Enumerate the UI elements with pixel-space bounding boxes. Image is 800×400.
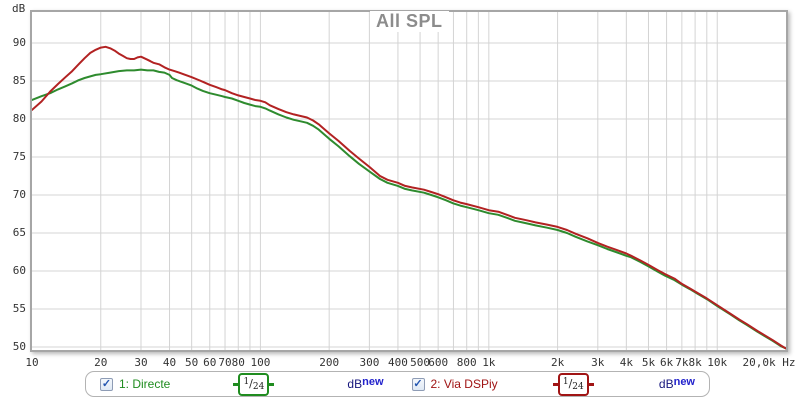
curve-1 (32, 68, 786, 350)
via-dspiy-visibility-checkbox[interactable]: ✓ (411, 377, 425, 391)
badge-lead-icon (552, 382, 558, 386)
x-tick-label: 8k (688, 356, 702, 369)
x-tick-label: 5k (641, 356, 656, 369)
x-tick-label: 300 (359, 356, 380, 369)
badge-lead-icon (269, 382, 275, 386)
chart-plot-area[interactable] (30, 10, 788, 352)
y-tick-label: 50 (12, 340, 26, 353)
y-tick-label: 65 (12, 226, 26, 239)
x-tick-label: 20 (94, 356, 108, 369)
via-dspiy-curve-label: 2: Via DSPiy (430, 377, 498, 391)
y-tick-label: 70 (12, 188, 26, 201)
x-tick-label: 10 (25, 356, 39, 369)
x-tick-label: 500 (410, 356, 430, 369)
x-tick-label: 60 (203, 356, 217, 369)
badge-lead-icon (588, 382, 594, 386)
x-tick-label: 4k (619, 356, 633, 369)
x-tick-label: 20,0k Hz (742, 356, 796, 369)
x-tick-label: 30 (134, 356, 148, 369)
y-tick-label: 60 (12, 264, 26, 277)
x-tick-label: 50 (185, 356, 199, 369)
smoothing-fraction: 1/24 (557, 372, 589, 396)
x-tick-label: 600 (428, 356, 449, 369)
chart-title: All SPL (370, 11, 449, 32)
via-dspiy-smoothing-button[interactable]: 1/24 (552, 372, 594, 396)
x-tick-label: 40 (162, 356, 177, 369)
x-tick-label: 400 (387, 356, 408, 369)
x-tick-label: 70 (218, 356, 232, 369)
legend-item-via-dspiy: ✓ 2: Via DSPiy 1/24 dBnew (398, 372, 710, 396)
x-tick-label: 80 (231, 356, 245, 369)
x-tick-label: 200 (319, 356, 340, 369)
legend-bar: ✓ 1: Directe 1/24 dBnew ✓ 2: Via DSPiy 1… (85, 371, 710, 397)
x-tick-label: 10k (707, 356, 728, 369)
legend-item-directe: ✓ 1: Directe 1/24 dBnew (86, 372, 398, 396)
y-tick-label: 90 (12, 36, 26, 49)
x-tick-label: 7k (675, 356, 689, 369)
x-tick-label: 100 (250, 356, 271, 369)
y-tick-label: 80 (12, 112, 26, 125)
x-tick-label: 800 (456, 356, 477, 369)
x-tick-label: 1k (482, 356, 496, 369)
directe-visibility-checkbox[interactable]: ✓ (100, 377, 113, 391)
y-axis-unit-label: dB (12, 2, 26, 15)
frequency-response-chart (32, 12, 786, 350)
smoothing-fraction: 1/24 (238, 372, 270, 396)
via-dspiy-db-scale-button[interactable]: dBnew (658, 376, 695, 391)
x-tick-label: 6k (659, 356, 674, 369)
y-tick-label: 55 (12, 302, 26, 315)
y-tick-label: 85 (12, 74, 26, 87)
directe-db-scale-button[interactable]: dBnew (347, 376, 384, 391)
x-tick-label: 2k (550, 356, 565, 369)
curve-2 (32, 45, 786, 350)
x-tick-label: 3k (591, 356, 605, 369)
badge-lead-icon (233, 382, 239, 386)
directe-smoothing-button[interactable]: 1/24 (233, 372, 275, 396)
directe-curve-label: 1: Directe (119, 377, 171, 391)
y-tick-label: 75 (12, 150, 26, 163)
